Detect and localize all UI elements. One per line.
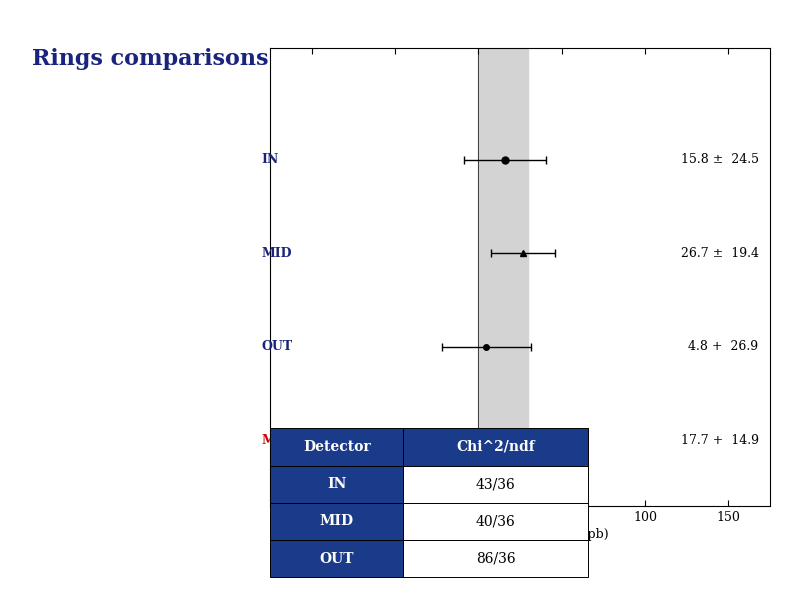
- Text: MID: MID: [320, 514, 353, 528]
- Text: 43/36: 43/36: [476, 477, 515, 491]
- Text: IN: IN: [327, 477, 346, 491]
- Text: MOLLER: MOLLER: [262, 434, 324, 447]
- Text: IN: IN: [262, 154, 279, 166]
- Text: MID: MID: [262, 247, 292, 260]
- Text: Detector: Detector: [303, 440, 371, 454]
- Text: 15.8 ±  24.5: 15.8 ± 24.5: [680, 154, 758, 166]
- Text: 17.7 +  14.9: 17.7 + 14.9: [680, 434, 758, 447]
- Text: OUT: OUT: [319, 552, 354, 566]
- Text: 86/36: 86/36: [476, 552, 515, 566]
- Text: 4.8 +  26.9: 4.8 + 26.9: [688, 340, 758, 353]
- Text: 26.7 ±  19.4: 26.7 ± 19.4: [680, 247, 758, 260]
- Text: Rings comparisons: Rings comparisons: [32, 48, 268, 70]
- Text: OUT: OUT: [262, 340, 293, 353]
- Text: 40/36: 40/36: [476, 514, 515, 528]
- X-axis label: Monopole Asymmetry (ppb): Monopole Asymmetry (ppb): [432, 528, 608, 541]
- Text: Chi^2/ndf: Chi^2/ndf: [456, 440, 535, 454]
- Bar: [478, 48, 528, 506]
